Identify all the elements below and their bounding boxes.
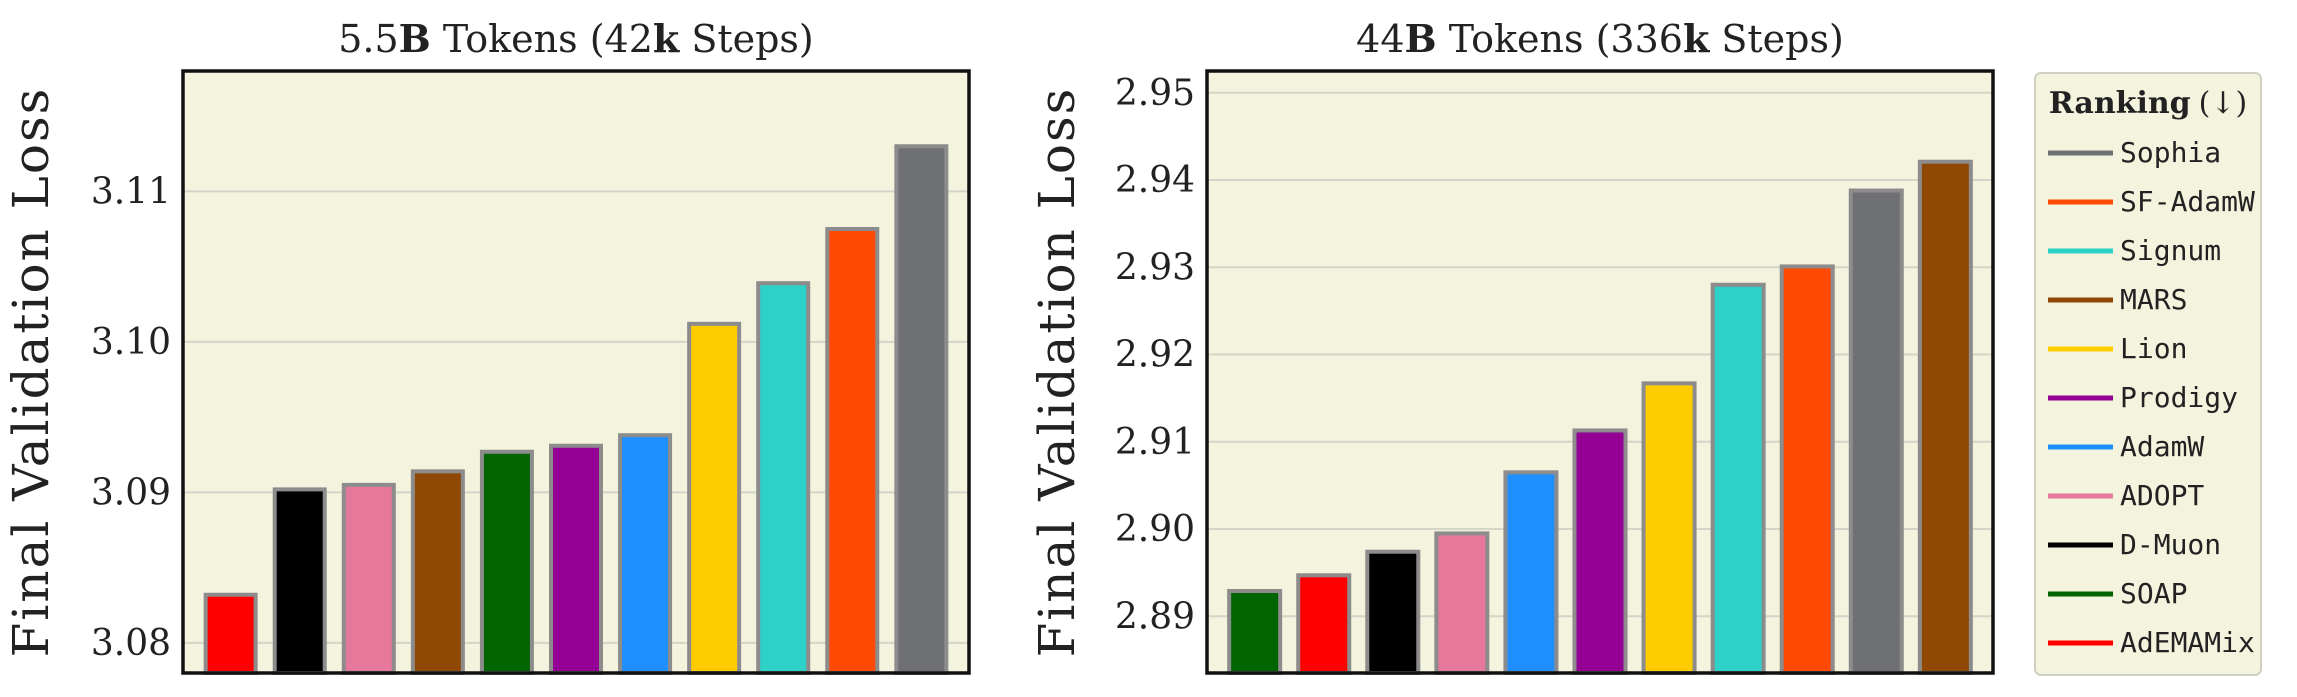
y-tick-label: 2.91 — [1115, 422, 1195, 463]
y-tick-label: 3.10 — [91, 322, 171, 363]
bar-prodigy — [1572, 428, 1628, 675]
legend-label: MARS — [2120, 283, 2187, 316]
legend-label: Signum — [2120, 234, 2221, 267]
y-tick-label: 3.08 — [91, 623, 171, 664]
legend-label: AdamW — [2120, 430, 2204, 463]
bar-sophia — [1848, 188, 1904, 676]
bar-lion — [1641, 381, 1697, 675]
left-chart-panel: 3.08 3.09 3.10 3.11 5.5B Tokens (42k Steps) F… — [2, 16, 971, 676]
bar-d-muon — [272, 487, 327, 676]
y-tick-label: 3.11 — [91, 171, 171, 212]
bar-mars — [1917, 159, 1973, 675]
legend-label: SF-AdamW — [2120, 185, 2255, 218]
legend: Ranking (↓) Sophia SF-AdamW Signum MARS Lion Pr… — [2034, 72, 2262, 676]
bar-sophia — [894, 144, 949, 675]
y-axis-label: Final Validation Loss — [1028, 87, 1086, 658]
bar-lion — [687, 321, 742, 675]
legend-label: Sophia — [2120, 136, 2221, 169]
bar-adamw — [618, 433, 673, 675]
bar-adopt — [341, 482, 396, 675]
legend-label: SOAP — [2120, 577, 2187, 610]
chart-title: 44B Tokens (336k Steps) — [1356, 16, 1844, 61]
bar-ademamix — [1296, 573, 1352, 675]
bar-soap — [479, 449, 534, 676]
y-tick-label: 2.89 — [1115, 596, 1195, 637]
legend-label: ADOPT — [2120, 479, 2204, 512]
legend-label: D-Muon — [2120, 528, 2221, 561]
bar-d-muon — [1365, 549, 1421, 675]
y-tick-label: 2.90 — [1115, 509, 1195, 550]
bar-prodigy — [549, 443, 603, 675]
bar-mars — [410, 469, 465, 675]
chart-title: 5.5B Tokens (42k Steps) — [338, 16, 814, 61]
legend-label: AdEMAMix — [2120, 626, 2255, 659]
bar-adamw — [1503, 470, 1559, 676]
y-axis-label: Final Validation Loss — [2, 87, 60, 658]
bar-signum — [1710, 282, 1766, 675]
bar-signum — [756, 281, 811, 675]
y-tick-label: 2.94 — [1115, 160, 1195, 201]
legend-label: Prodigy — [2120, 381, 2238, 414]
y-tick-label: 3.09 — [91, 472, 171, 513]
axes-frame — [1205, 69, 1995, 675]
legend-title: Ranking (↓) — [2049, 86, 2247, 121]
right-chart-panel: 2.89 2.90 2.91 2.92 2.93 2.94 2.95 44B Tokens (… — [1028, 16, 1995, 676]
bar-ademamix — [203, 592, 258, 675]
bar-soap — [1227, 588, 1283, 675]
axes-frame — [181, 69, 971, 675]
bar-sf-adamw — [1779, 264, 1835, 675]
legend-box — [2034, 72, 2262, 676]
y-tick-label: 2.92 — [1115, 335, 1195, 376]
y-tick-label: 2.95 — [1115, 73, 1195, 114]
legend-label: Lion — [2120, 332, 2187, 365]
bar-adopt — [1434, 531, 1490, 676]
y-tick-label: 2.93 — [1115, 247, 1195, 288]
bar-sf-adamw — [825, 227, 880, 675]
